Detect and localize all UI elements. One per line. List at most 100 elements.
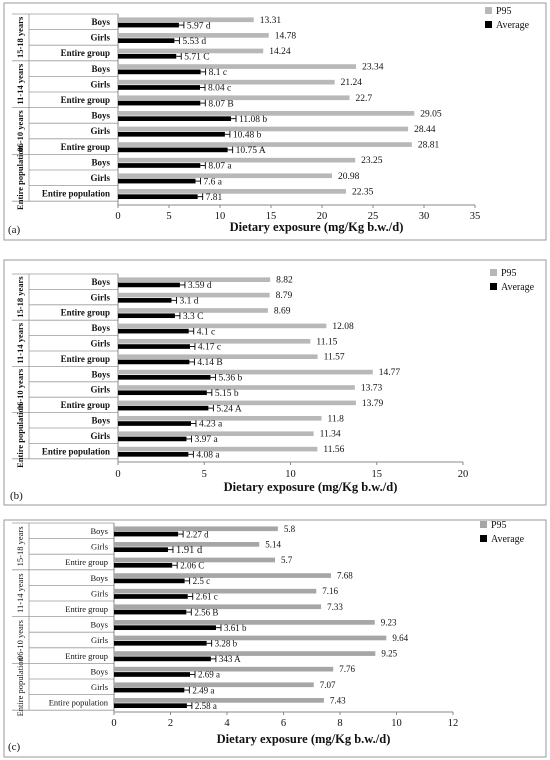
p95-value-label: 8.79 bbox=[276, 291, 293, 301]
average-bar bbox=[118, 38, 175, 44]
average-bar bbox=[114, 672, 190, 677]
p95-value-label: 8.82 bbox=[276, 276, 293, 286]
p95-bar bbox=[118, 292, 270, 298]
group-label: 15-18 years bbox=[15, 16, 25, 58]
legend-label-average: Average bbox=[491, 534, 525, 545]
average-value-label: 2.69 a bbox=[198, 670, 220, 680]
average-bar bbox=[118, 69, 201, 75]
category-label: Girls bbox=[91, 588, 108, 598]
p95-value-label: 9.64 bbox=[392, 633, 408, 643]
average-value-label: 1.91 d bbox=[176, 545, 203, 556]
panel-label: (c) bbox=[8, 741, 21, 753]
p95-bar bbox=[118, 385, 355, 390]
average-value-label: 8.1 c bbox=[209, 68, 227, 78]
x-tick-label: 0 bbox=[115, 211, 120, 222]
p95-bar bbox=[118, 431, 314, 437]
legend-swatch-p95 bbox=[485, 7, 492, 14]
average-value-label: 8.07 B bbox=[208, 99, 233, 109]
category-label: Boys bbox=[91, 620, 108, 630]
p95-bar bbox=[118, 79, 335, 85]
average-bar bbox=[114, 594, 188, 599]
category-label: Entire population bbox=[49, 698, 109, 708]
category-label: Entire group bbox=[61, 400, 110, 410]
p95-bar bbox=[118, 173, 332, 179]
p95-bar bbox=[118, 369, 373, 375]
category-label: Boys bbox=[91, 526, 108, 536]
category-label: Boys bbox=[91, 157, 110, 167]
average-value-label: 3.59 d bbox=[188, 281, 212, 291]
category-label: Entire group bbox=[61, 95, 110, 105]
p95-bar bbox=[114, 651, 376, 656]
x-tick-label: 12 bbox=[448, 718, 459, 729]
average-value-label: 3.1 d bbox=[179, 297, 198, 307]
category-label: Entire population bbox=[42, 446, 110, 456]
p95-value-label: 14.78 bbox=[275, 31, 297, 41]
average-value-label: 343 A bbox=[219, 654, 241, 664]
average-value-label: 5.71 C bbox=[184, 52, 209, 62]
p95-bar bbox=[118, 189, 346, 194]
average-value-label: 4.17 c bbox=[198, 343, 221, 353]
p95-value-label: 11.8 bbox=[328, 414, 345, 424]
average-bar bbox=[114, 656, 211, 662]
legend-swatch-average bbox=[485, 21, 492, 28]
group-label: 15-18 years bbox=[15, 526, 25, 566]
category-label: Girls bbox=[91, 542, 108, 552]
p95-bar bbox=[118, 157, 356, 163]
average-value-label: 5.15 b bbox=[215, 389, 239, 399]
average-value-label: 2.49 a bbox=[192, 685, 214, 695]
p95-value-label: 12.08 bbox=[332, 322, 354, 332]
average-value-label: 3.61 b bbox=[224, 623, 247, 633]
average-value-label: 7.6 a bbox=[204, 177, 223, 187]
category-label: Boys bbox=[91, 17, 110, 27]
p95-value-label: 28.81 bbox=[418, 141, 440, 151]
x-tick-label: 10 bbox=[215, 211, 226, 222]
p95-value-label: 13.79 bbox=[362, 399, 384, 409]
p95-value-label: 28.44 bbox=[414, 125, 436, 135]
p95-value-label: 11.34 bbox=[320, 430, 341, 440]
legend-swatch-average bbox=[480, 535, 487, 542]
p95-value-label: 29.05 bbox=[420, 109, 442, 119]
p95-bar bbox=[114, 526, 278, 532]
p95-bar bbox=[118, 277, 271, 283]
average-bar bbox=[114, 547, 168, 553]
p95-bar bbox=[114, 698, 324, 703]
p95-value-label: 5.14 bbox=[265, 539, 281, 549]
average-bar bbox=[118, 131, 225, 137]
average-bar bbox=[118, 298, 172, 303]
p95-bar bbox=[118, 354, 318, 360]
p95-bar bbox=[118, 400, 356, 406]
x-axis-title: Dietary exposure (mg/Kg b.w./d) bbox=[230, 220, 404, 234]
average-value-label: 2.58 a bbox=[195, 701, 217, 711]
average-value-label: 2.56 B bbox=[194, 607, 218, 617]
average-bar bbox=[118, 85, 201, 90]
average-bar bbox=[118, 421, 191, 426]
average-value-label: 10.75 A bbox=[236, 146, 266, 156]
average-bar bbox=[118, 390, 207, 396]
category-label: Boys bbox=[91, 416, 110, 426]
x-tick-label: 20 bbox=[458, 469, 469, 480]
category-label: Entire group bbox=[61, 48, 110, 58]
p95-value-label: 13.31 bbox=[260, 16, 282, 26]
x-tick-label: 5 bbox=[202, 469, 207, 480]
p95-value-label: 22.7 bbox=[356, 94, 373, 104]
category-label: Girls bbox=[91, 385, 111, 395]
p95-value-label: 22.35 bbox=[352, 187, 374, 197]
group-label: 06-10 years bbox=[15, 368, 25, 410]
panel-label: (b) bbox=[10, 490, 23, 502]
x-tick-label: 35 bbox=[470, 211, 481, 222]
x-tick-label: 30 bbox=[419, 211, 430, 222]
category-label: Girls bbox=[91, 635, 108, 645]
category-label: Boys bbox=[91, 111, 110, 121]
category-label: Girls bbox=[91, 79, 111, 89]
legend-swatch-p95 bbox=[480, 521, 487, 528]
average-value-label: 3.97 a bbox=[194, 435, 218, 445]
average-bar bbox=[118, 147, 228, 153]
category-label: Entire group bbox=[61, 354, 110, 364]
p95-value-label: 14.77 bbox=[379, 368, 401, 378]
category-label: Girls bbox=[91, 173, 111, 183]
x-tick-label: 15 bbox=[266, 211, 277, 222]
p95-value-label: 23.25 bbox=[361, 156, 383, 166]
average-value-label: 2.27 d bbox=[186, 529, 209, 539]
p95-bar bbox=[114, 666, 334, 672]
average-bar bbox=[118, 100, 201, 106]
